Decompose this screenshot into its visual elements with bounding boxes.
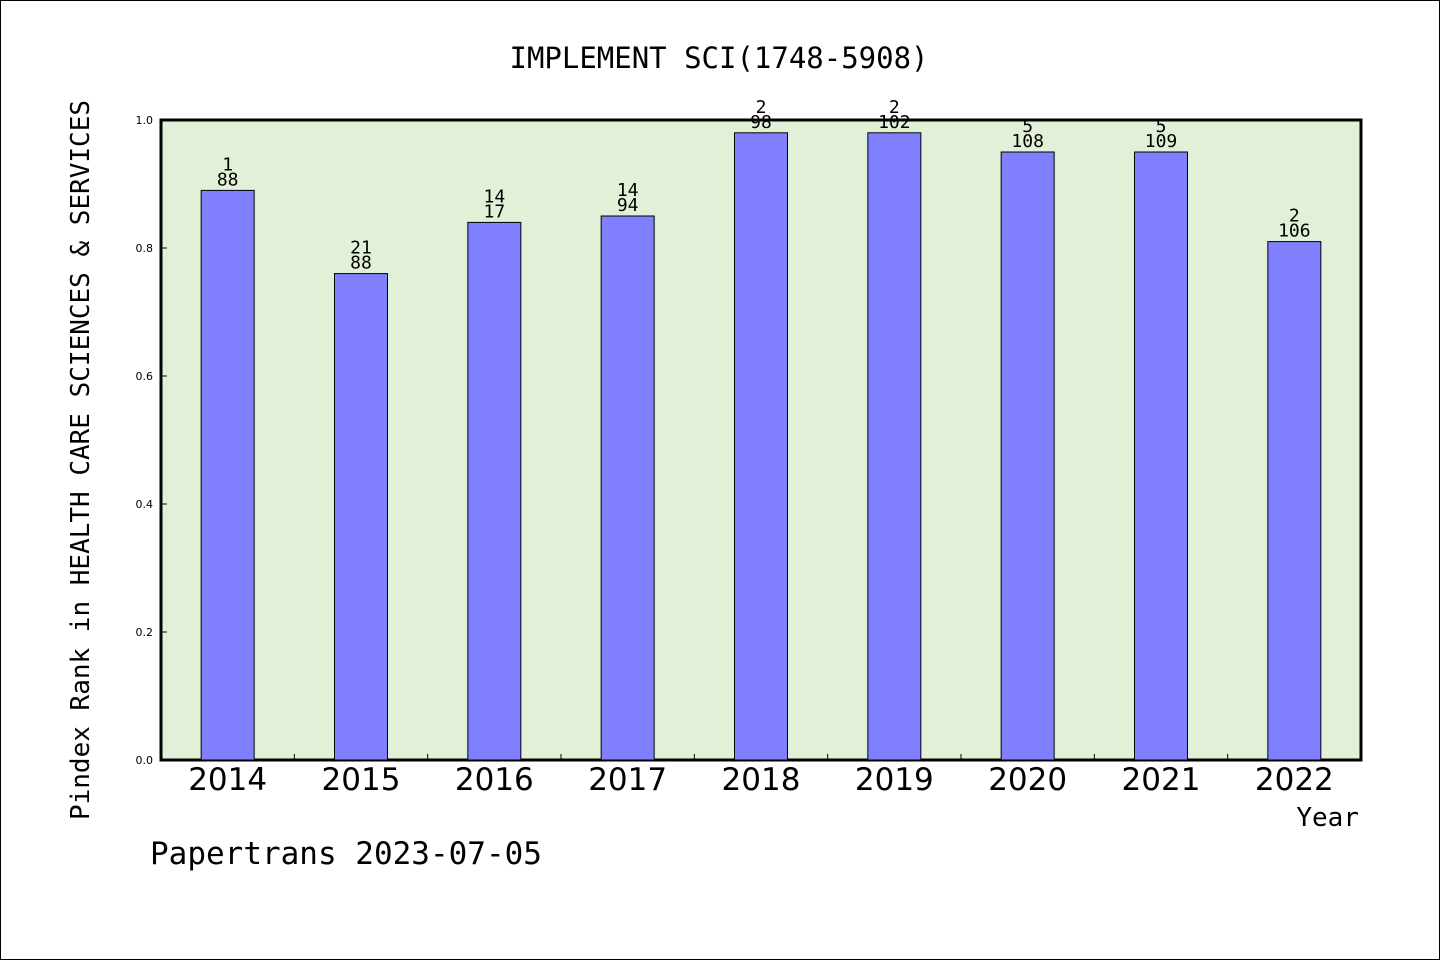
x-tick-label: 2020: [988, 762, 1067, 798]
y-axis-label: Pindex Rank in HEALTH CARE SCIENCES & SE…: [66, 100, 96, 820]
bar-2016: [467, 221, 522, 761]
chart-title: IMPLEMENT SCI(1748-5908): [509, 41, 928, 75]
bar-rank-label: 5: [1156, 116, 1167, 137]
bar-2021: [1134, 151, 1188, 761]
bar-rank-label: 5: [1022, 116, 1033, 137]
bar-rank-label: 2: [756, 97, 767, 118]
bars: [200, 132, 1322, 761]
bar-total-label: 98: [750, 112, 772, 133]
bar-rank-label: 14: [617, 180, 639, 201]
x-tick-label: 2018: [722, 762, 801, 798]
bar-rank-label: 2: [889, 97, 900, 118]
bar-total-label: 109: [1145, 131, 1178, 152]
bar-2022: [1267, 241, 1322, 761]
x-axis-label: Year: [1296, 803, 1359, 833]
bar-total-label: 102: [878, 112, 911, 133]
x-tick-label: 2017: [588, 762, 667, 798]
y-tick-label: 1.0: [136, 114, 154, 127]
bar-2015: [334, 273, 388, 761]
x-tick-label: 2022: [1255, 762, 1334, 798]
bar-2018: [734, 132, 788, 761]
bar-total-label: 88: [350, 253, 372, 274]
x-tick-label: 2019: [855, 762, 934, 798]
bar-total-label: 106: [1278, 221, 1311, 242]
bar-rank-label: 21: [350, 238, 372, 259]
y-tick-label: 0.8: [136, 242, 154, 255]
y-axis-ticks: 0.0 0.2 0.4 0.6 0.8 1.0: [136, 114, 167, 767]
bar-2017: [600, 215, 655, 761]
bar-total-label: 17: [483, 201, 505, 222]
footer-credit: Papertrans 2023-07-05: [150, 836, 542, 872]
x-axis-tick-labels: 2014 2015 2016 2017 2018 2019 2020 2021 2022: [188, 762, 1334, 798]
y-tick-label: 0.0: [136, 754, 154, 767]
bar-2014: [200, 189, 255, 761]
bar-rank-label: 14: [483, 186, 505, 207]
bar-total-label: 88: [217, 169, 239, 190]
x-tick-label: 2014: [188, 762, 267, 798]
y-tick-label: 0.4: [136, 498, 154, 511]
bar-rank-label: 1: [222, 154, 233, 175]
bar-2020: [1000, 151, 1055, 761]
bar-rank-label: 2: [1289, 206, 1300, 227]
y-tick-label: 0.6: [136, 370, 154, 383]
x-tick-label: 2015: [322, 762, 401, 798]
x-axis-ticks: [293, 754, 1229, 760]
bar-total-label: 108: [1011, 131, 1044, 152]
bar-total-label: 94: [617, 195, 639, 216]
x-tick-label: 2021: [1122, 762, 1201, 798]
x-tick-label: 2016: [455, 762, 534, 798]
bar-2019: [867, 132, 922, 761]
y-tick-label: 0.2: [136, 626, 154, 639]
